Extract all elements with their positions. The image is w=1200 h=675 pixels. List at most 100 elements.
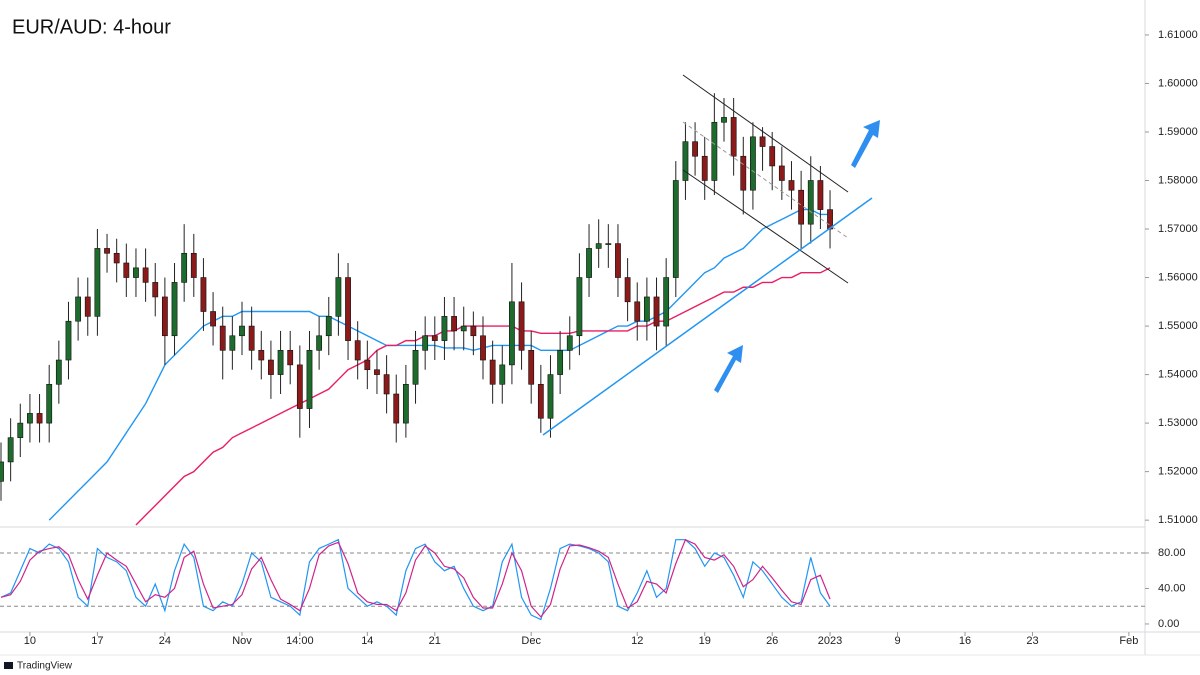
candle-body — [374, 369, 380, 375]
candle-body — [509, 301, 515, 366]
brand-logo — [4, 662, 13, 669]
y-tick-label: 1.53000 — [1158, 417, 1198, 429]
y-tick-label: 1.61000 — [1158, 29, 1198, 41]
candle-body — [113, 252, 120, 264]
y-tick-label: 1.57000 — [1158, 223, 1198, 235]
candle-body — [451, 316, 457, 332]
candle-body — [653, 296, 660, 327]
candle-body — [769, 146, 776, 167]
candle-body — [566, 335, 573, 351]
candle-body — [364, 359, 371, 371]
chart-title: EUR/AUD: 4-hour — [12, 16, 171, 38]
line-series — [0, 538, 831, 621]
candle-body — [615, 243, 621, 278]
x-tick-label: Nov — [232, 635, 252, 647]
x-tick-label: 14:00 — [286, 635, 314, 647]
y-tick-label: 1.58000 — [1158, 174, 1198, 186]
stoch-plot — [0, 538, 1145, 621]
candle-body — [55, 359, 62, 385]
candle-body — [759, 136, 766, 147]
candle-body — [277, 350, 284, 375]
line-series — [0, 538, 831, 618]
x-tick-label: 16 — [959, 635, 971, 647]
candle-body — [528, 350, 535, 385]
arrow-up — [714, 345, 743, 393]
channel-lower — [682, 169, 849, 284]
candle-body — [248, 325, 255, 351]
x-tick-label: 23 — [1026, 635, 1038, 647]
y-tick-label: 1.51000 — [1158, 514, 1198, 526]
candle-body — [345, 277, 351, 341]
candle-body — [576, 277, 583, 337]
y-tick-label: 1.54000 — [1158, 368, 1198, 380]
candle-body — [518, 301, 525, 351]
candle-body — [441, 316, 448, 341]
candle-body — [258, 350, 265, 361]
candle-body — [393, 393, 400, 424]
candle-body — [354, 340, 361, 361]
candle-body — [605, 243, 612, 245]
y-tick-label: 1.55000 — [1158, 320, 1198, 332]
candle-body — [721, 117, 727, 123]
x-tick-label: 14 — [361, 635, 373, 647]
candle-body — [306, 350, 313, 409]
candle-body — [123, 262, 130, 278]
x-tick-label: 19 — [699, 635, 711, 647]
candle-body — [730, 117, 737, 157]
candle-body — [190, 252, 197, 278]
x-tick-label: 24 — [159, 635, 171, 647]
candle-body — [701, 155, 708, 181]
candle-body — [807, 180, 814, 225]
candle-body — [229, 335, 236, 351]
candle-body — [663, 277, 670, 327]
candle-body — [152, 282, 159, 298]
y-tick-label: 0.00 — [1158, 618, 1179, 630]
candle-body — [412, 350, 419, 385]
candle-body — [624, 277, 631, 303]
arrow-up — [851, 120, 880, 168]
candle-body — [296, 364, 303, 409]
y-tick-label: 1.60000 — [1158, 77, 1198, 89]
candle-body — [682, 141, 689, 181]
x-tick-label: Dec — [521, 635, 541, 647]
candle-body — [788, 180, 795, 191]
line-series — [48, 208, 831, 521]
candle-body — [643, 296, 650, 322]
candle-body — [798, 189, 805, 225]
candle-body — [181, 252, 188, 283]
candle-body — [171, 282, 178, 337]
channel-mid — [682, 121, 849, 239]
candle-body — [104, 248, 110, 254]
candle-body — [94, 248, 101, 317]
brand: TradingView — [17, 661, 73, 672]
drawings — [542, 74, 880, 436]
candle-body — [470, 325, 477, 337]
trend-line — [542, 197, 873, 436]
candle-body — [27, 413, 33, 424]
candle-body — [316, 335, 323, 351]
y-tick-label: 1.56000 — [1158, 271, 1198, 283]
candle-body — [133, 267, 139, 278]
candle-body — [335, 277, 342, 317]
candle-body — [489, 359, 496, 385]
plot — [0, 93, 833, 526]
candle-body — [65, 320, 72, 361]
candle-body — [161, 296, 168, 337]
x-tick-label: 17 — [91, 635, 103, 647]
candle-body — [595, 243, 602, 249]
candle-body — [46, 383, 53, 424]
candle-body — [239, 325, 245, 337]
candle-body — [740, 155, 747, 191]
candle-body — [778, 165, 785, 181]
x-tick-label: 9 — [894, 635, 900, 647]
candle-body — [325, 316, 332, 337]
candle-body — [17, 422, 24, 438]
candle-body — [634, 301, 641, 322]
candle-body — [287, 350, 294, 366]
y-tick-label: 1.59000 — [1158, 126, 1198, 138]
candle-body — [383, 374, 390, 395]
candle-body — [422, 335, 429, 351]
x-tick-label: 12 — [631, 635, 643, 647]
